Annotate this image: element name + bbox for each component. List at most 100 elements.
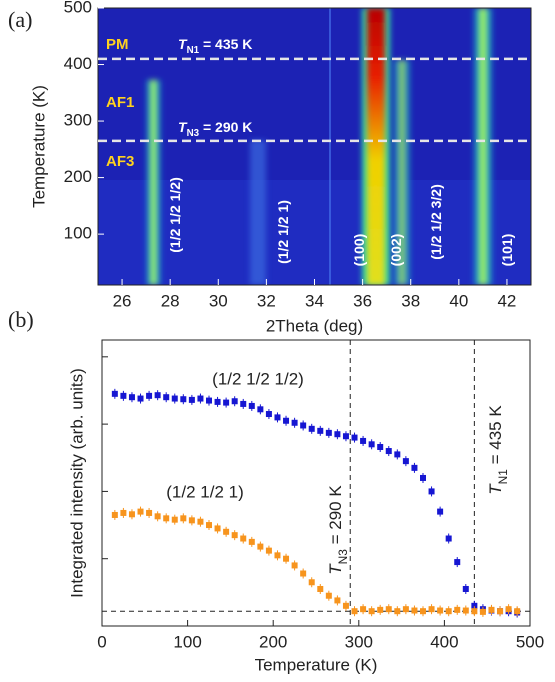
data-point xyxy=(163,394,170,401)
annotation-text: AF1 xyxy=(106,94,134,111)
annotation-text: T xyxy=(178,119,188,135)
annotation-text: (1/2 1/2 1/2) xyxy=(167,177,183,253)
annotation: (1/2 1/2 1) xyxy=(275,200,291,264)
data-point xyxy=(188,517,195,524)
annotation: (002) xyxy=(388,234,404,267)
annotation: (1/2 1/2 1/2) xyxy=(167,177,183,253)
data-point xyxy=(334,431,341,438)
data-point xyxy=(471,608,478,615)
data-point xyxy=(420,608,426,615)
data-point xyxy=(214,525,221,532)
y-tick-label: 300 xyxy=(64,111,92,130)
data-point xyxy=(308,425,315,432)
annotation: PM xyxy=(106,36,129,53)
annotation-text: T xyxy=(486,483,505,495)
annotation: AF1 xyxy=(106,94,134,111)
y-tick-label: 200 xyxy=(64,167,92,186)
annotation-subscript: N3 xyxy=(336,549,350,565)
data-point xyxy=(385,448,392,455)
annotation-suffix: = 290 K xyxy=(326,485,345,549)
data-point xyxy=(437,508,444,515)
data-point xyxy=(146,392,153,399)
annotation-suffix: = 290 K xyxy=(199,119,252,135)
data-point xyxy=(488,606,495,613)
y-tick-label: 400 xyxy=(64,54,92,73)
data-point xyxy=(360,606,367,613)
data-point xyxy=(402,606,409,613)
x-tick-label: 200 xyxy=(259,632,287,651)
x-tick-label: 36 xyxy=(353,291,372,310)
data-point xyxy=(257,406,264,413)
data-point xyxy=(274,414,281,421)
annotation: (1/2 1/2 3/2) xyxy=(428,184,444,260)
data-point xyxy=(497,608,504,615)
data-point xyxy=(428,488,435,495)
annotation-text: (101) xyxy=(499,234,515,267)
panel-label: (a) xyxy=(8,7,32,32)
data-point xyxy=(137,395,144,402)
y-tick-label: 500 xyxy=(64,0,92,16)
x-tick-label: 38 xyxy=(401,291,420,310)
data-point xyxy=(377,606,384,613)
annotation-text: (1/2 1/2 1) xyxy=(275,200,291,264)
data-point xyxy=(445,608,452,615)
series-label: (1/2 1/2 1) xyxy=(166,482,244,501)
annotation: TN3 = 290 K xyxy=(178,119,252,139)
data-point xyxy=(454,559,461,566)
annotation-subscript: N3 xyxy=(187,128,200,139)
x-tick-label: 300 xyxy=(345,632,373,651)
data-point xyxy=(154,513,161,520)
annotation-suffix: = 435 K xyxy=(486,405,505,469)
data-point xyxy=(180,396,187,403)
data-point xyxy=(240,535,247,542)
data-point xyxy=(351,434,358,441)
annotation: TN1 = 435 K xyxy=(178,36,252,56)
data-point xyxy=(300,422,307,429)
data-point xyxy=(317,585,324,592)
data-point xyxy=(300,570,307,577)
x-axis-label: Temperature (K) xyxy=(255,655,378,674)
y-tick-label: 100 xyxy=(64,224,92,243)
data-point xyxy=(171,516,178,523)
data-point xyxy=(342,433,349,440)
annotation-subscript: N1 xyxy=(496,469,510,485)
data-point xyxy=(479,608,486,615)
data-point xyxy=(428,606,435,613)
data-point xyxy=(231,398,238,405)
data-point xyxy=(462,585,469,592)
data-point xyxy=(214,398,221,405)
data-point xyxy=(265,547,272,554)
data-point xyxy=(163,515,170,522)
data-point xyxy=(445,535,452,542)
data-point xyxy=(120,392,127,399)
x-axis-label: 2Theta (deg) xyxy=(266,316,363,335)
data-point xyxy=(351,608,358,615)
data-point xyxy=(368,441,375,448)
data-point xyxy=(325,592,332,599)
data-point xyxy=(223,528,230,535)
data-point xyxy=(171,395,178,402)
annotation: (100) xyxy=(351,234,367,267)
data-point xyxy=(308,579,315,586)
annotation-text: (1/2 1/2 3/2) xyxy=(428,184,444,260)
data-point xyxy=(471,602,478,609)
data-point xyxy=(291,419,298,426)
data-point xyxy=(420,474,426,481)
data-point xyxy=(111,511,118,518)
data-point xyxy=(505,606,512,613)
x-tick-label: 0 xyxy=(97,632,106,651)
annotation-subscript: N1 xyxy=(187,45,200,56)
data-point xyxy=(462,607,469,614)
x-tick-label: 42 xyxy=(497,291,516,310)
data-point xyxy=(283,555,290,562)
data-point xyxy=(368,608,375,615)
data-point xyxy=(257,543,264,550)
data-point xyxy=(111,390,118,397)
x-tick-label: 26 xyxy=(113,291,132,310)
data-point xyxy=(385,606,392,613)
annotation-suffix: = 435 K xyxy=(199,36,252,52)
annotation-text: T xyxy=(326,563,345,575)
annotation: TN3 = 290 K xyxy=(326,485,350,575)
y-axis-label: Integrated intensity (arb. units) xyxy=(67,368,86,598)
